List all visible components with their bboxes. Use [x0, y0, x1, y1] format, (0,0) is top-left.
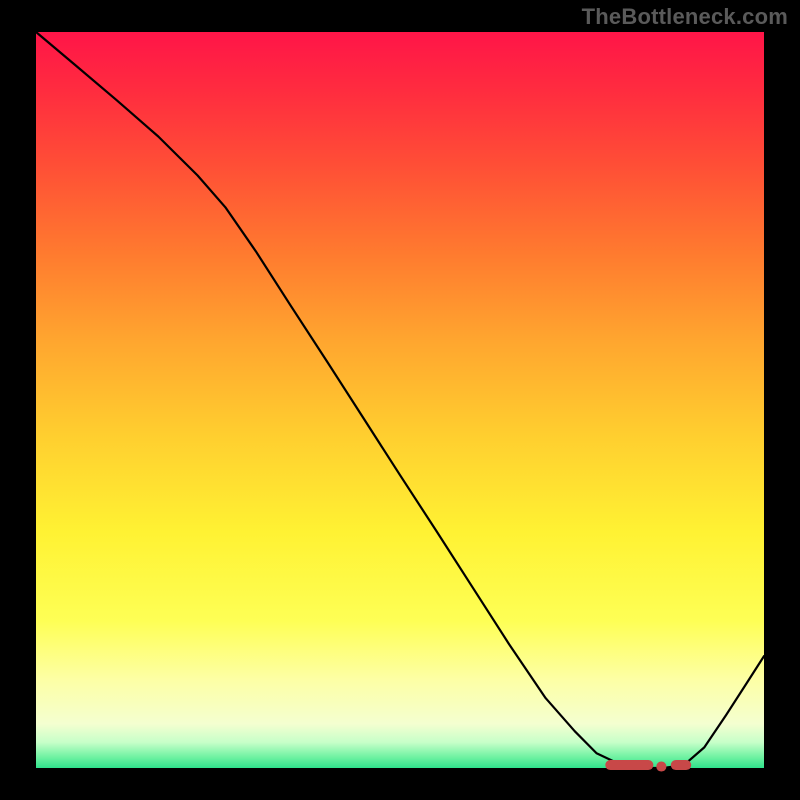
optimum-marker [671, 760, 691, 770]
plot-background [36, 32, 764, 768]
optimum-marker [656, 762, 666, 772]
optimum-markers [605, 760, 691, 771]
optimum-marker [605, 760, 653, 770]
watermark-text: TheBottleneck.com [582, 4, 788, 30]
bottleneck-chart [0, 0, 800, 800]
chart-container: { "watermark": "TheBottleneck.com", "cha… [0, 0, 800, 800]
